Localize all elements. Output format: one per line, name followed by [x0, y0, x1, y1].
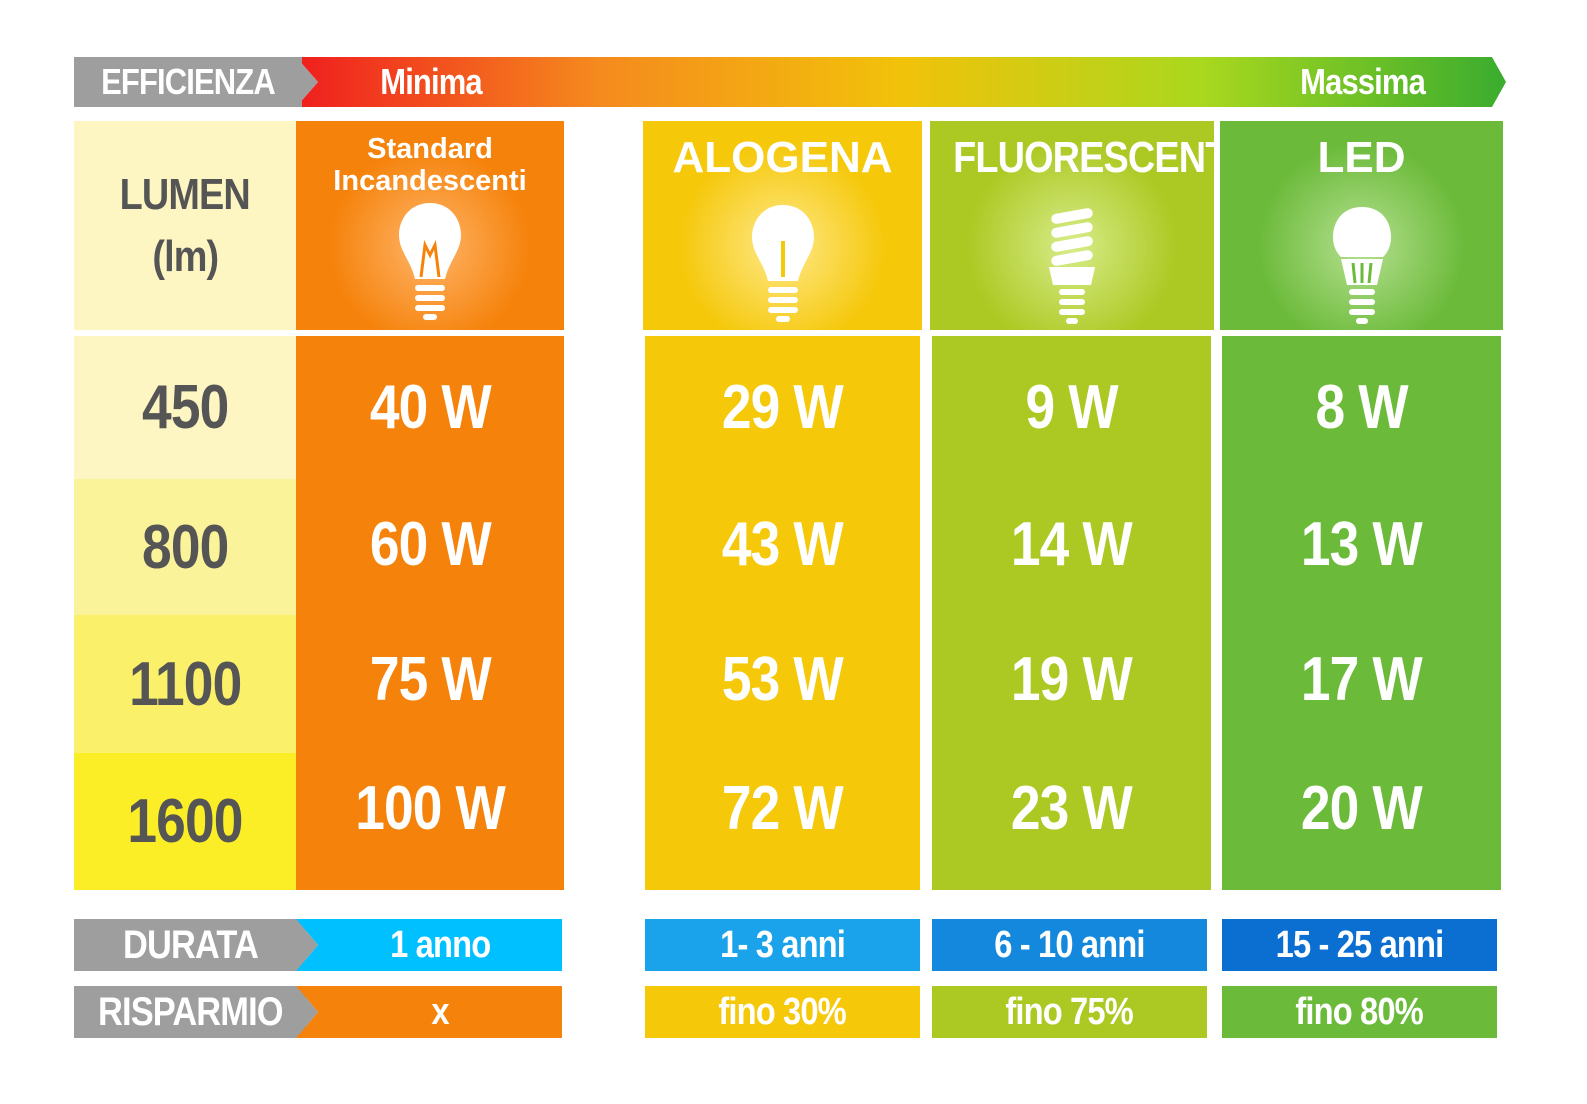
risparmio-fluorescent: fino 75% — [932, 986, 1207, 1038]
watt-cell: 75 W — [369, 644, 491, 714]
watt-cell: 8 W — [1315, 372, 1408, 442]
durata-label: DURATA — [74, 919, 306, 971]
watt-cell: 14 W — [1010, 509, 1133, 579]
lumen-cell-1100: 1100 — [74, 615, 296, 753]
incandescent-bulb-icon — [399, 203, 461, 320]
halogen-header: ALOGENA — [643, 121, 922, 330]
efficiency-min-label: Minima — [380, 61, 482, 102]
durata-incandescent: 1 anno — [389, 923, 491, 966]
incandescent-header: Standard Incandescenti — [296, 121, 564, 330]
watt-cell: 17 W — [1300, 644, 1423, 714]
lumen-cell-800: 800 — [74, 479, 296, 615]
watt-cell: 53 W — [721, 644, 844, 714]
incandescent-watt-column: 40 W 60 W 75 W 100 W — [296, 336, 564, 890]
efficiency-label: EFFICIENZA — [74, 57, 302, 107]
watt-cell: 13 W — [1300, 509, 1423, 579]
risparmio-incandescent-arrow — [296, 986, 562, 1038]
watt-cell: 43 W — [721, 509, 844, 579]
risparmio-incandescent: x — [431, 990, 449, 1033]
watt-cell: 20 W — [1300, 773, 1423, 843]
led-header: LED — [1220, 121, 1503, 330]
led-bulb-icon — [1332, 207, 1391, 324]
risparmio-halogen: fino 30% — [645, 986, 920, 1038]
lumen-header: LUMEN (lm) — [74, 121, 296, 330]
led-watt-column: 8 W 13 W 17 W 20 W — [1222, 336, 1501, 890]
risparmio-label: RISPARMIO — [74, 986, 306, 1038]
watt-cell: 40 W — [369, 372, 491, 442]
watt-cell: 100 W — [355, 773, 506, 843]
watt-cell: 72 W — [721, 773, 844, 843]
watt-cell: 60 W — [369, 509, 491, 579]
watt-cell: 9 W — [1025, 372, 1118, 442]
cfl-bulb-icon — [1049, 208, 1095, 324]
watt-cell: 23 W — [1010, 773, 1133, 843]
lumen-cell-1600: 1600 — [74, 753, 296, 890]
durata-incandescent-arrow — [296, 919, 562, 971]
watt-cell: 19 W — [1010, 644, 1133, 714]
fluorescent-header: FLUORESCENTI — [930, 121, 1238, 330]
durata-halogen: 1- 3 anni — [645, 919, 920, 971]
efficiency-gradient-arrow — [296, 57, 1506, 107]
lumen-cell-450: 450 — [74, 336, 296, 479]
watt-cell: 29 W — [721, 372, 844, 442]
durata-fluorescent: 6 - 10 anni — [932, 919, 1207, 971]
halogen-bulb-icon — [751, 205, 814, 322]
halogen-watt-column: 29 W 43 W 53 W 72 W — [645, 336, 920, 890]
efficiency-label-arrow — [294, 57, 318, 107]
risparmio-led: fino 80% — [1222, 986, 1497, 1038]
efficiency-max-label: Massima — [1300, 61, 1426, 102]
durata-led: 15 - 25 anni — [1222, 919, 1497, 971]
fluorescent-watt-column: 9 W 14 W 19 W 23 W — [932, 336, 1211, 890]
